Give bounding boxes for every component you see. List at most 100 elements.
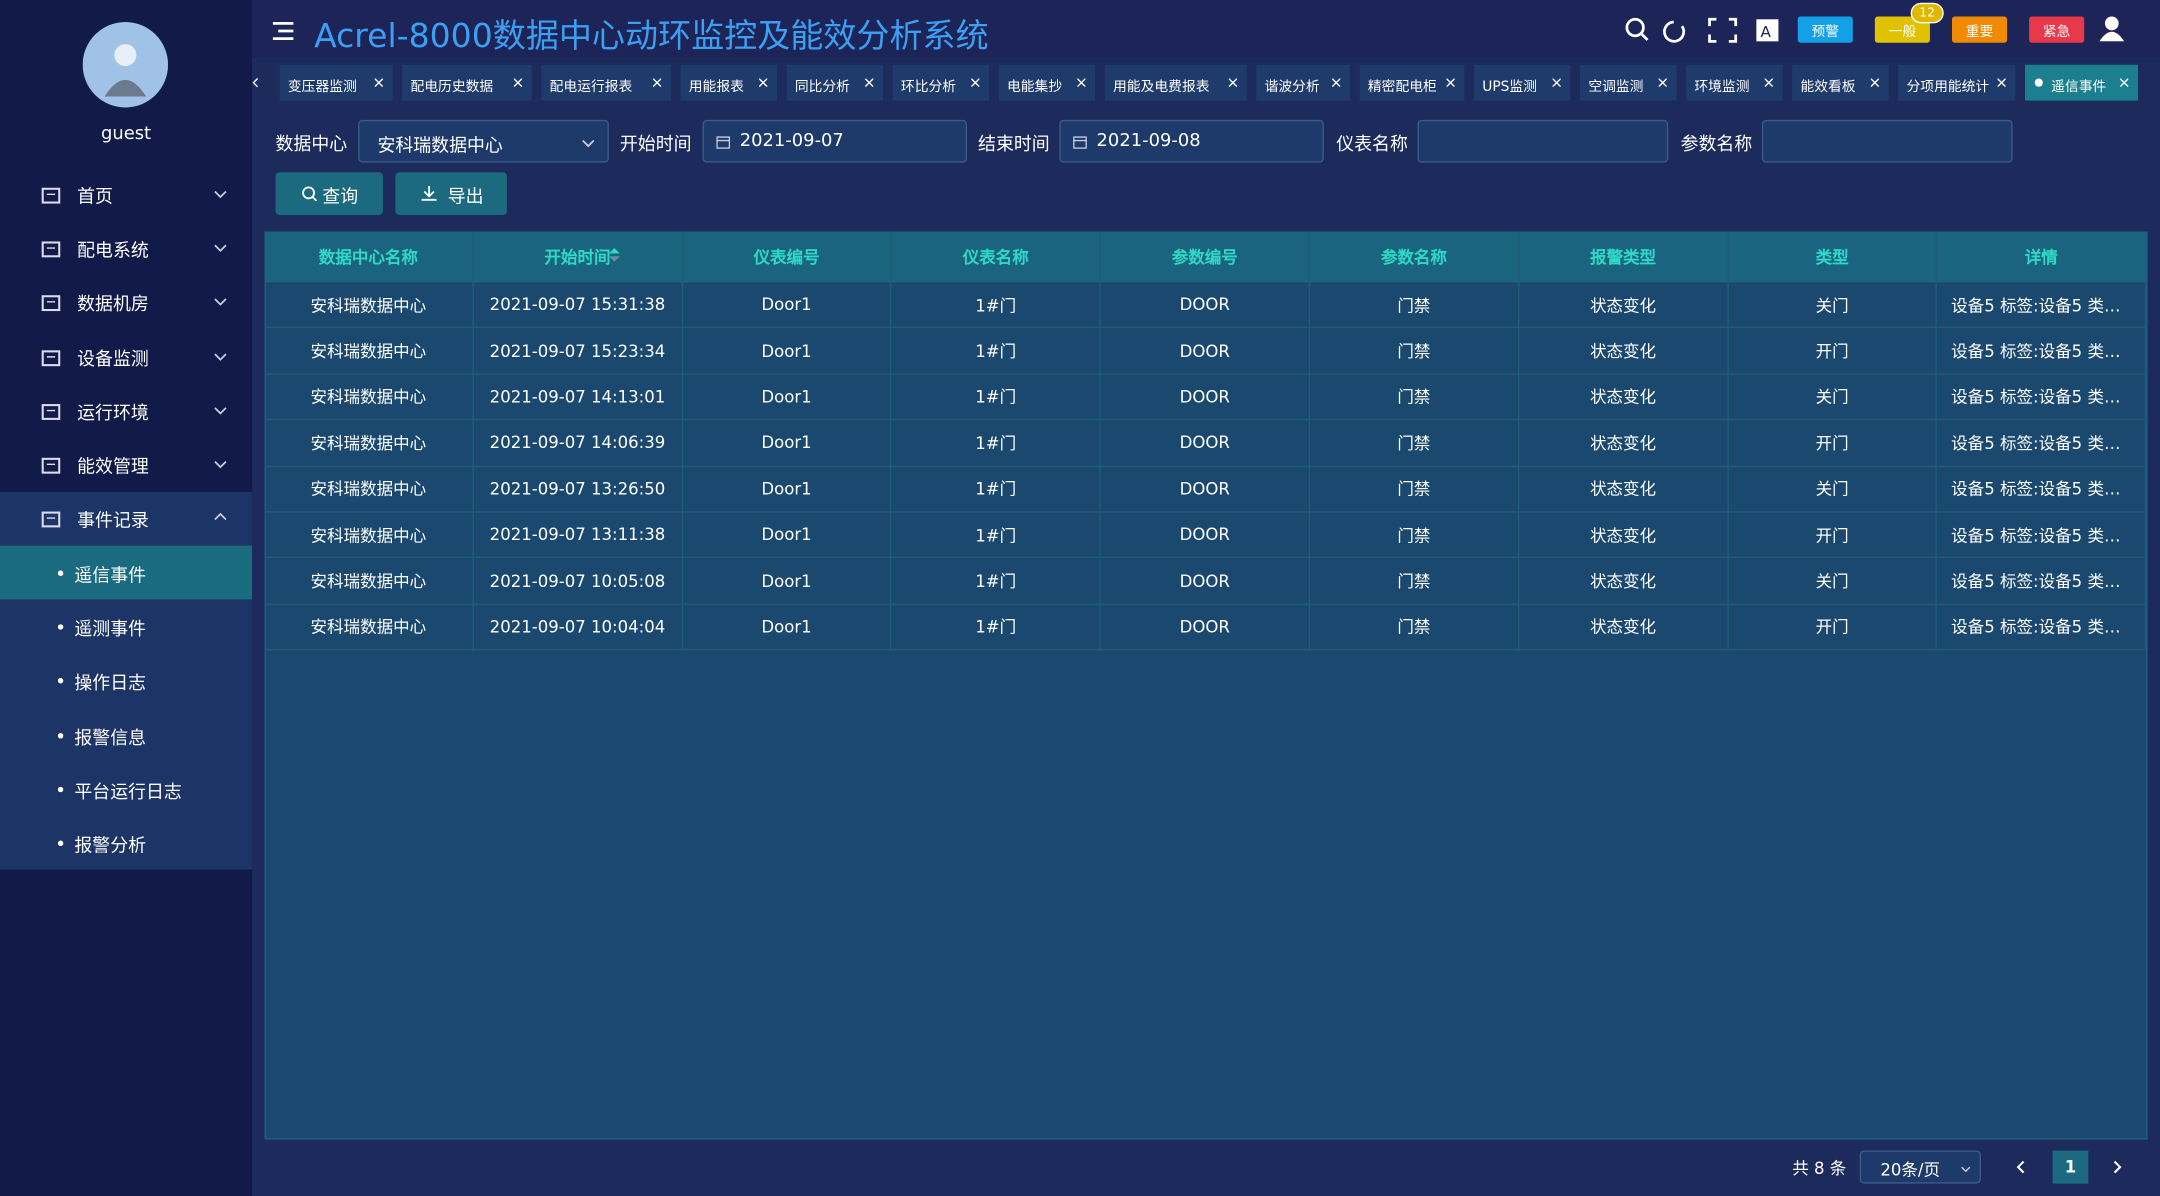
table-cell: Door1: [682, 558, 892, 605]
table-cell: 开门: [1728, 328, 1938, 375]
chevron: [214, 406, 227, 415]
tab[interactable]: 环比分析: [892, 64, 990, 101]
tab[interactable]: 变压器监测: [279, 64, 393, 101]
table-cell: 安科瑞数据中心: [264, 374, 474, 421]
button[interactable]: 导出: [395, 172, 507, 215]
user-icon: [2099, 16, 2125, 42]
table-cell: 2021-09-07 13:11:38: [473, 512, 683, 559]
tab[interactable]: 用能及电费报表: [1104, 64, 1247, 101]
filter-input[interactable]: [1761, 119, 2013, 163]
alarm-badge[interactable]: 预警: [1797, 16, 1853, 43]
close-icon: [1446, 78, 1455, 87]
page-size-select[interactable]: 20条/页: [1859, 1150, 1981, 1184]
button-icon: [421, 186, 437, 201]
tab[interactable]: 遥信事件: [2024, 64, 2138, 101]
tab-label: 能效看板: [1800, 79, 1856, 96]
table-cell: 2021-09-07 15:31:38: [473, 282, 683, 329]
table-cell: Door1: [682, 604, 892, 651]
chevron: [214, 460, 227, 469]
table-cell: Door1: [682, 328, 892, 375]
column-header: 报警类型: [1519, 231, 1729, 283]
table-cell: 状态变化: [1519, 282, 1729, 329]
table-cell: 关门: [1728, 282, 1938, 329]
close-icon: [971, 78, 980, 87]
calendar-icon: [1073, 136, 1087, 149]
table-cell: 安科瑞数据中心: [264, 512, 474, 559]
table-cell: 设备5 标签:设备5 类…: [1937, 466, 2147, 513]
tab[interactable]: 配电运行报表: [541, 64, 671, 101]
menu-icon: [41, 403, 61, 420]
alarm-badge[interactable]: 紧急: [2029, 16, 2085, 43]
tab-label: 电能集抄: [1006, 79, 1063, 96]
table-cell: 设备5 标签:设备5 类…: [1937, 374, 2147, 421]
page-number[interactable]: 1: [2052, 1150, 2089, 1184]
tab-label: 配电运行报表: [549, 79, 633, 96]
tab[interactable]: 同比分析: [786, 64, 884, 101]
menu-label: 运行环境: [77, 403, 149, 425]
filter-input[interactable]: 2021-09-07: [702, 119, 968, 163]
table-cell: 设备5 标签:设备5 类…: [1937, 512, 2147, 559]
table-cell: 安科瑞数据中心: [264, 282, 474, 329]
filter-input[interactable]: 安科瑞数据中心: [358, 119, 609, 163]
column-header: 类型: [1728, 231, 1938, 283]
table-cell: 门禁: [1310, 512, 1520, 559]
tab[interactable]: UPS监测: [1473, 64, 1571, 101]
column-header: 仪表编号: [683, 231, 892, 283]
submenu-label: 报警分析: [74, 836, 147, 858]
table-cell: DOOR: [1100, 604, 1311, 651]
column-header: 详情: [1937, 231, 2147, 283]
table-cell: 设备5 标签:设备5 类…: [1937, 282, 2147, 329]
close-icon: [2120, 78, 2129, 87]
table-cell: DOOR: [1100, 512, 1311, 559]
svg-text:A: A: [1761, 23, 1772, 41]
table-cell: 1#门: [891, 466, 1101, 513]
table-cell: 设备5 标签:设备5 类…: [1937, 328, 2147, 375]
tab-label: 精密配电柜: [1367, 79, 1437, 96]
table-cell: DOOR: [1100, 374, 1311, 421]
filter-input[interactable]: 2021-09-08: [1059, 119, 1324, 163]
tab-label: 同比分析: [794, 79, 850, 96]
tab[interactable]: 电能集抄: [998, 64, 1096, 101]
menu-icon: [41, 187, 61, 204]
column-header[interactable]: 开始时间: [474, 231, 683, 283]
tab[interactable]: 分项用能统计: [1898, 64, 2016, 101]
submenu-item[interactable]: [0, 545, 253, 600]
table-cell: 状态变化: [1519, 374, 1729, 421]
menu-icon: [41, 511, 61, 528]
table-cell: DOOR: [1100, 466, 1311, 513]
filter-input[interactable]: [1417, 119, 1669, 163]
close-icon: [1332, 78, 1341, 87]
tab[interactable]: 能效看板: [1792, 64, 1889, 101]
table-cell: 安科瑞数据中心: [264, 466, 474, 513]
menu-label: 数据机房: [77, 295, 149, 317]
menu-label: 配电系统: [77, 241, 149, 263]
table-cell: 门禁: [1310, 604, 1520, 651]
alarm-badge[interactable]: 重要: [1951, 16, 2008, 43]
menu-label: 能效管理: [77, 457, 149, 479]
table-cell: 状态变化: [1519, 558, 1729, 605]
menu-label: 首页: [77, 187, 113, 209]
table-cell: 状态变化: [1519, 328, 1729, 375]
chevron: [214, 298, 227, 307]
chevron: [214, 352, 227, 361]
tab-label: 分项用能统计: [1906, 79, 1990, 96]
tab[interactable]: 空调监测: [1580, 64, 1677, 101]
tab[interactable]: 精密配电柜: [1359, 64, 1465, 101]
submenu-label: 平台运行日志: [74, 782, 182, 804]
tab[interactable]: 用能报表: [680, 64, 777, 101]
tab-label: 空调监测: [1588, 79, 1644, 96]
table-cell: 1#门: [891, 512, 1101, 559]
submenu-label: 遥测事件: [74, 620, 147, 641]
chevron: [1961, 1166, 1971, 1173]
page-total: 共 8 条: [1792, 1158, 1847, 1179]
tab[interactable]: 配电历史数据: [402, 64, 532, 101]
column-header: 数据中心名称: [264, 231, 474, 283]
table-cell: 安科瑞数据中心: [264, 604, 474, 651]
close-icon: [1552, 78, 1561, 87]
tab[interactable]: 环境监测: [1686, 64, 1783, 101]
table-cell: 安科瑞数据中心: [264, 328, 474, 375]
alarm-badge[interactable]: 一般: [1874, 16, 1930, 43]
table-cell: 关门: [1728, 374, 1938, 421]
button[interactable]: 查询: [275, 172, 383, 215]
tab[interactable]: 谐波分析: [1256, 64, 1350, 101]
